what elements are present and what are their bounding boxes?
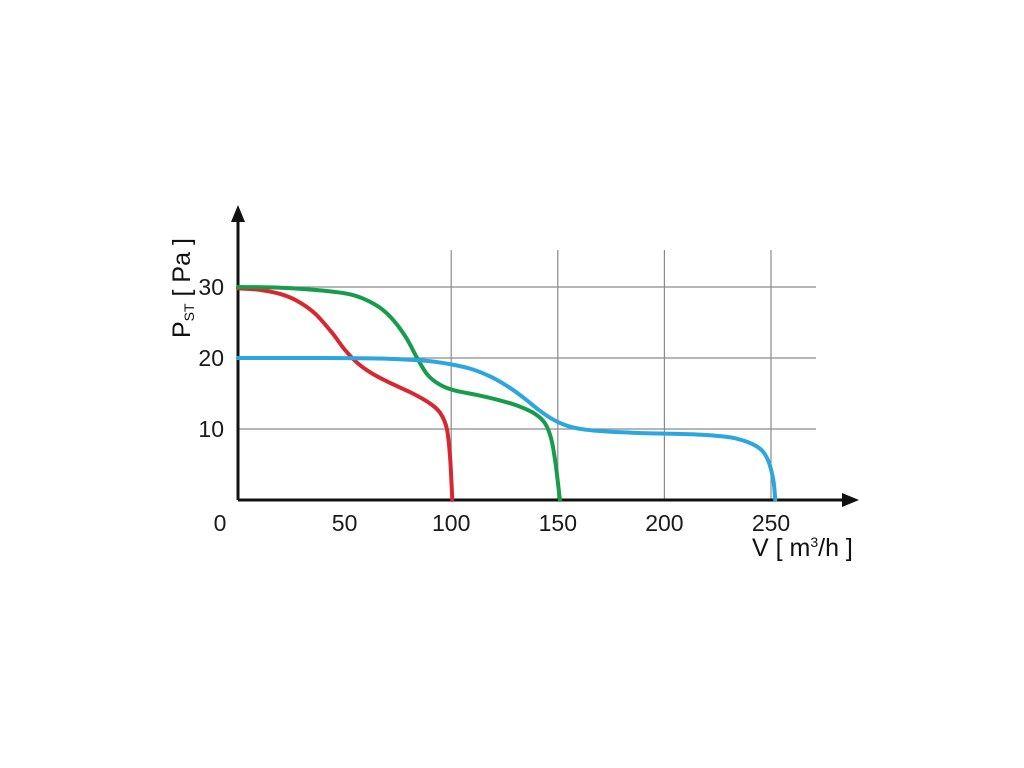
- curve-red: [236, 286, 455, 502]
- x-tick-label-250: 250: [752, 510, 790, 536]
- curve-blue: [236, 355, 778, 502]
- x-tick-label-150: 150: [539, 510, 577, 536]
- x-axis-label: V [ m3/h ]: [752, 534, 853, 563]
- y-tick-label-20: 20: [198, 345, 224, 371]
- origin-tick-label: 0: [214, 510, 227, 536]
- y-tick-label-30: 30: [198, 274, 224, 300]
- x-axis-label-symbol: V [ m: [752, 534, 811, 562]
- x-axis-arrow-icon: [842, 493, 859, 507]
- x-tick-label-100: 100: [432, 510, 470, 536]
- y-axis-label-subscript: ST: [181, 303, 197, 322]
- x-axis-label-unit: /h ]: [818, 534, 853, 562]
- curve-green: [236, 285, 562, 502]
- y-axis-arrow-icon: [231, 205, 245, 222]
- y-axis-label-symbol: P: [168, 321, 196, 338]
- y-axis-label-unit: [ Pa ]: [168, 238, 196, 304]
- x-axis-label-superscript: 3: [810, 534, 819, 550]
- x-tick-label-50: 50: [332, 510, 358, 536]
- y-axis-label: PST [ Pa ]: [168, 238, 203, 338]
- y-tick-label-10: 10: [198, 416, 224, 442]
- x-tick-label-200: 200: [645, 510, 683, 536]
